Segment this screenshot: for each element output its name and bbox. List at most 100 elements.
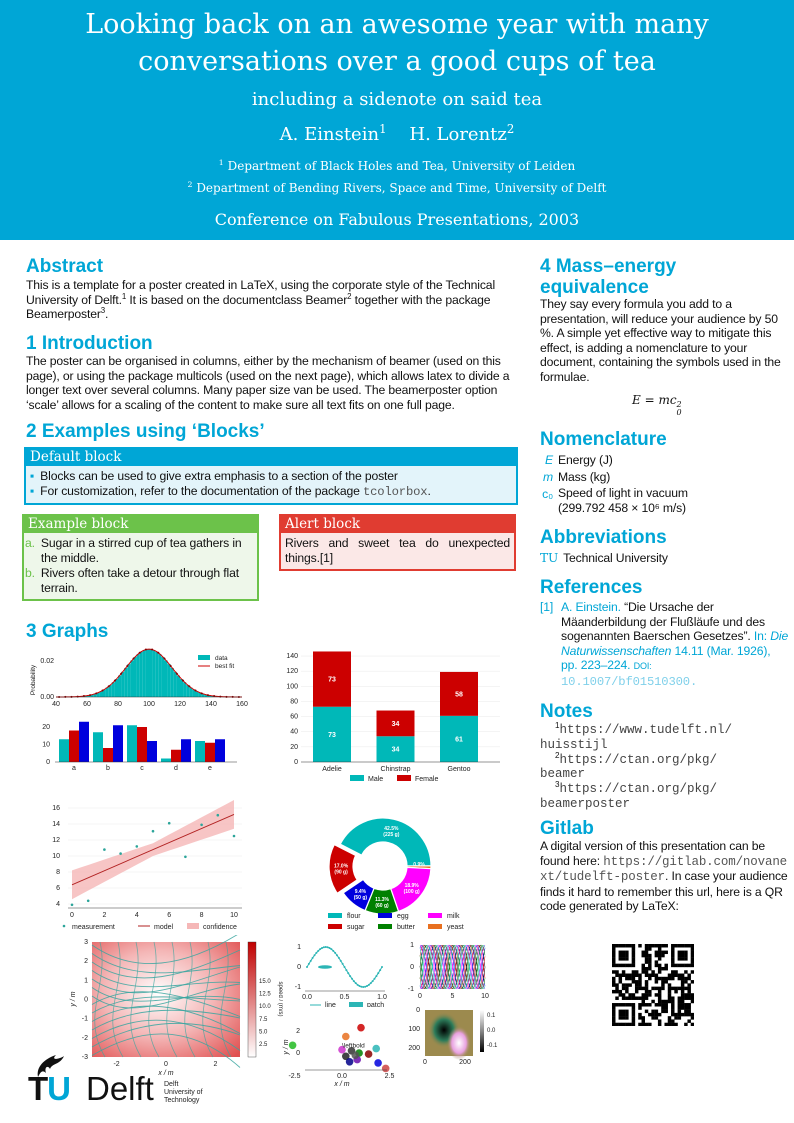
qr-module	[618, 953, 623, 958]
sine-marker	[322, 946, 325, 949]
reference-item: [1] A. Einstein. “Die Ursache der Mäande…	[540, 600, 790, 690]
slice-amount-label: (90 g)	[334, 870, 348, 876]
qr-module	[684, 986, 688, 991]
gitlab-url[interactable]: https://gitlab.com/novanext/tudelft-post…	[540, 854, 788, 885]
colorbar-tick-label: 12.5	[259, 992, 271, 998]
bar	[113, 725, 123, 762]
slice-amount-label: (60 g)	[375, 903, 389, 909]
bar	[195, 741, 205, 762]
x-tick-label: 5	[451, 993, 455, 1000]
colored-scatter-chart: \leftbold -2.5 0.0 2.5 0 2 x / m y / m	[283, 1023, 394, 1087]
affiliation-2: 2 Department of Bending Rivers, Space an…	[0, 181, 794, 195]
y-tick-label: 14	[52, 821, 60, 828]
qr-module	[641, 966, 645, 971]
qr-module	[674, 970, 678, 974]
note-url-cont[interactable]: beamerposter	[540, 796, 631, 811]
sine-marker	[319, 948, 322, 951]
qr-module	[687, 976, 691, 981]
qr-module	[661, 999, 665, 1004]
qr-code[interactable]	[612, 944, 694, 1026]
histogram-bar	[167, 664, 171, 697]
sine-marker	[356, 983, 359, 986]
note-item: 1https://www.tudelft.nl/huisstijl	[540, 721, 790, 753]
best-fit-marker	[200, 692, 203, 695]
qr-module	[671, 970, 675, 974]
legend-swatch	[397, 775, 411, 781]
qr-module	[641, 970, 645, 974]
qr-module	[661, 1009, 665, 1014]
legend-swatch	[328, 924, 342, 929]
patch-ellipse	[318, 965, 332, 969]
qr-module	[684, 953, 688, 958]
histogram-bar	[152, 650, 156, 697]
qr-module	[671, 1006, 675, 1010]
sine-marker	[349, 975, 352, 978]
qr-module	[621, 973, 626, 977]
legend-label: Female	[415, 776, 438, 783]
bar	[59, 739, 69, 762]
abstract-text-4: .	[105, 307, 109, 322]
qr-module	[612, 989, 616, 994]
best-fit-marker	[82, 695, 85, 698]
qr-module	[687, 996, 691, 1000]
legend-swatch-data	[198, 655, 210, 660]
sine-marker	[311, 956, 314, 959]
histogram-bar	[121, 671, 125, 697]
qr-module	[625, 1009, 629, 1014]
y-tick-label: 0	[410, 964, 414, 971]
x-tick-label: 8	[200, 912, 204, 919]
histogram-bar	[93, 693, 97, 697]
best-fit-marker	[89, 694, 92, 697]
qr-module	[628, 996, 632, 1000]
qr-module	[651, 1012, 655, 1017]
x-tick-label: 140	[205, 701, 217, 708]
qr-module	[667, 999, 672, 1004]
qr-module	[641, 963, 645, 968]
sine-marker	[343, 966, 346, 968]
doi-label: DOI:	[633, 661, 652, 672]
logo-wordmark: TU	[28, 1070, 71, 1108]
bar	[127, 725, 137, 762]
scatter-annotation: \leftbold	[342, 1043, 365, 1050]
note-url[interactable]: https://www.tudelft.nl/	[559, 723, 733, 737]
qr-module	[690, 1016, 694, 1020]
alert-block: Alert block Rivers and sweet tea do unex…	[279, 514, 516, 571]
qr-module	[631, 980, 636, 984]
abbr-desc: Technical University	[563, 551, 668, 565]
note-url-cont[interactable]: huisstijl	[540, 737, 608, 752]
qr-module	[621, 1012, 626, 1017]
qr-module	[638, 983, 642, 987]
qr-module	[651, 973, 655, 977]
y-tick-label: 1	[297, 944, 301, 951]
sine-marker	[321, 946, 323, 949]
doi-link[interactable]: 10.1007/bf01510300.	[561, 674, 698, 689]
legend-label: flour	[347, 913, 361, 920]
note-url-cont[interactable]: beamer	[540, 767, 586, 782]
histogram-bar	[90, 694, 94, 697]
qr-module	[690, 1022, 694, 1026]
note-url[interactable]: https://ctan.org/pkg/	[559, 752, 718, 767]
qr-module	[644, 1022, 649, 1026]
colorbar	[247, 941, 257, 1058]
x-axis-label: x / m	[333, 1081, 349, 1087]
qr-module	[641, 1022, 645, 1026]
qr-module	[651, 1009, 655, 1014]
logo-t: TU	[28, 1070, 71, 1107]
qr-module	[625, 944, 629, 948]
y-axis-label: y / m	[283, 1039, 290, 1055]
y-tick-label: 12	[52, 837, 60, 844]
qr-module	[612, 1012, 616, 1017]
qr-module	[625, 996, 629, 1000]
qr-module	[631, 1019, 636, 1023]
qr-module	[625, 1012, 629, 1017]
sine-marker	[315, 951, 318, 954]
legend-swatch	[350, 775, 364, 781]
best-fit-marker	[175, 672, 178, 675]
slice-amount-label: (225 g)	[383, 832, 399, 838]
note-url[interactable]: https://ctan.org/pkg/	[559, 782, 718, 797]
list-item: a. Sugar in a stirred cup of tea gathers …	[25, 536, 253, 566]
qr-module	[631, 976, 636, 981]
qr-module	[680, 980, 685, 984]
qr-module	[641, 986, 645, 991]
histogram-bar	[87, 695, 91, 697]
